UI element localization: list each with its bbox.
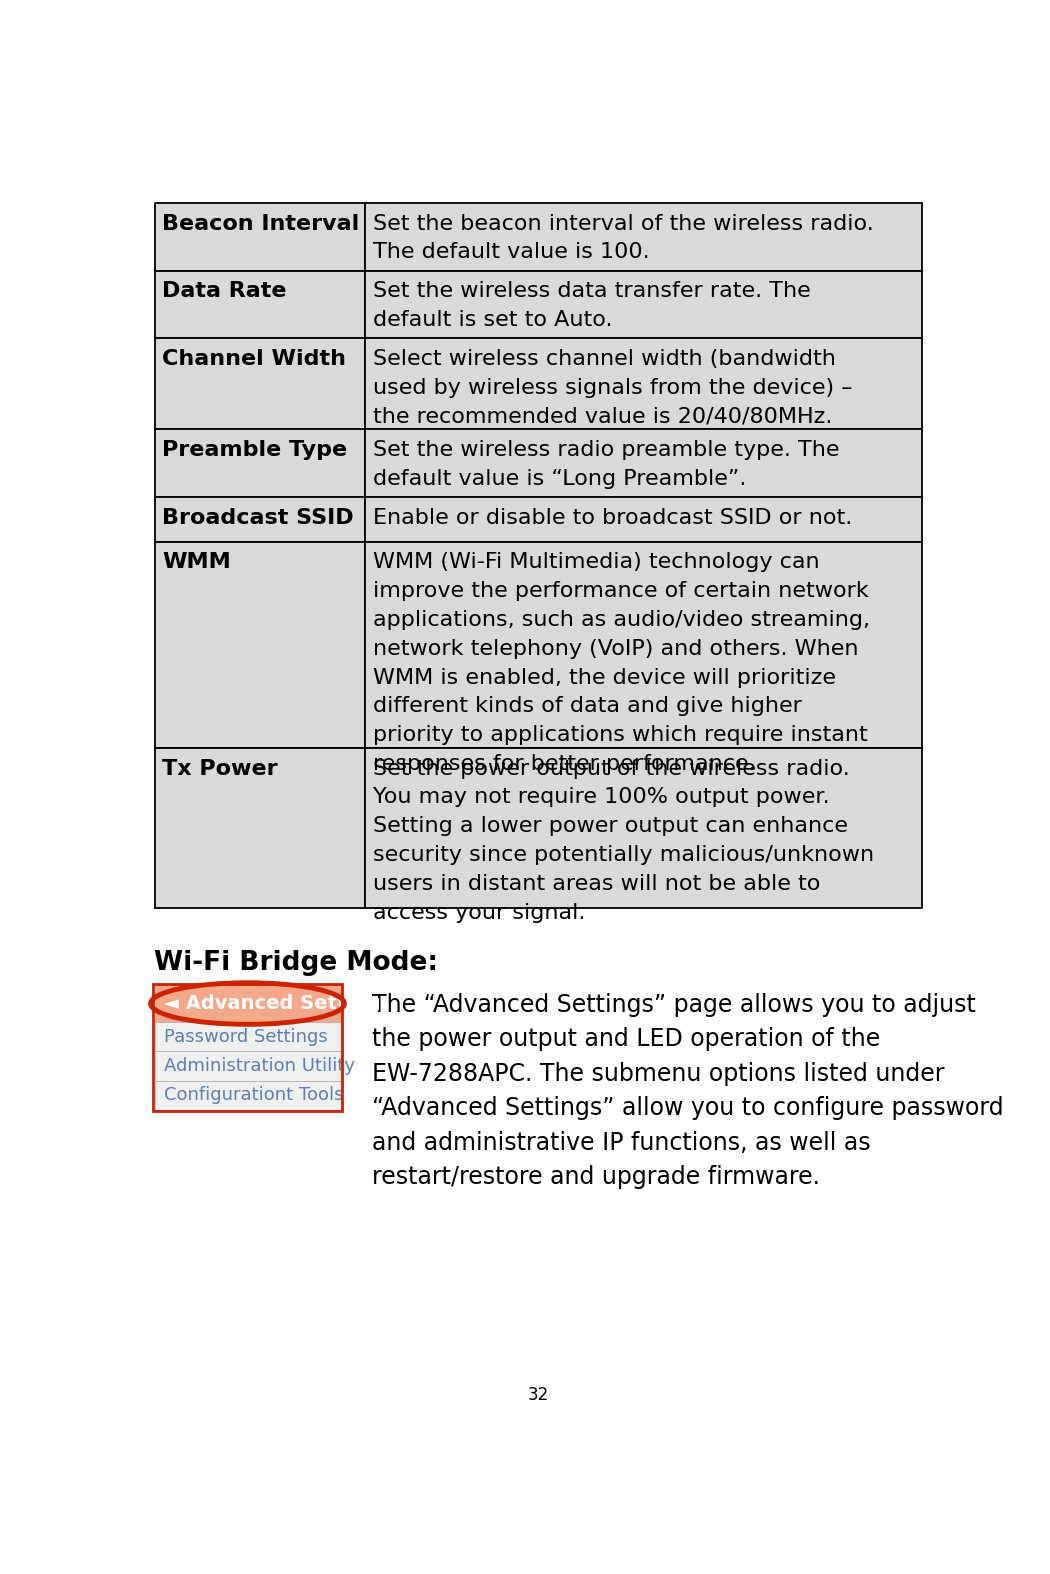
Bar bbox=[154, 497, 365, 541]
Bar bbox=[154, 1022, 340, 1051]
Bar bbox=[365, 748, 922, 908]
Bar bbox=[154, 203, 365, 271]
Bar bbox=[365, 541, 922, 748]
Text: Broadcast SSID: Broadcast SSID bbox=[163, 508, 354, 527]
Bar bbox=[154, 1051, 340, 1080]
Bar bbox=[154, 985, 340, 1022]
Text: Beacon Interval: Beacon Interval bbox=[163, 214, 359, 233]
Text: Configurationt Tools: Configurationt Tools bbox=[164, 1086, 343, 1105]
Text: Set the beacon interval of the wireless radio.
The default value is 100.: Set the beacon interval of the wireless … bbox=[373, 214, 874, 263]
Bar bbox=[154, 748, 365, 908]
Text: The “Advanced Settings” page allows you to adjust
the power output and LED opera: The “Advanced Settings” page allows you … bbox=[372, 993, 1003, 1188]
Text: Wi-Fi Bridge Mode:: Wi-Fi Bridge Mode: bbox=[154, 951, 439, 976]
Bar bbox=[154, 338, 365, 430]
Text: 32: 32 bbox=[527, 1387, 549, 1404]
Text: Tx Power: Tx Power bbox=[163, 759, 278, 779]
Text: Administration Utility: Administration Utility bbox=[164, 1056, 355, 1075]
Text: Enable or disable to broadcast SSID or not.: Enable or disable to broadcast SSID or n… bbox=[373, 508, 853, 527]
Text: Preamble Type: Preamble Type bbox=[163, 439, 348, 460]
Text: Set the power output of the wireless radio.
You may not require 100% output powe: Set the power output of the wireless rad… bbox=[373, 759, 875, 922]
Text: WMM (Wi-Fi Multimedia) technology can
improve the performance of certain network: WMM (Wi-Fi Multimedia) technology can im… bbox=[373, 552, 870, 774]
Bar bbox=[154, 271, 365, 338]
Bar bbox=[153, 984, 342, 1111]
Bar bbox=[154, 430, 365, 497]
Bar bbox=[365, 203, 922, 271]
Bar bbox=[365, 338, 922, 430]
Text: Channel Width: Channel Width bbox=[163, 349, 346, 368]
Text: Set the wireless data transfer rate. The
default is set to Auto.: Set the wireless data transfer rate. The… bbox=[373, 282, 811, 331]
Bar bbox=[365, 271, 922, 338]
Text: Select wireless channel width (bandwidth
used by wireless signals from the devic: Select wireless channel width (bandwidth… bbox=[373, 349, 853, 427]
Text: WMM: WMM bbox=[163, 552, 231, 573]
Text: Data Rate: Data Rate bbox=[163, 282, 287, 301]
Bar bbox=[154, 1080, 340, 1110]
Text: Set the wireless radio preamble type. The
default value is “Long Preamble”.: Set the wireless radio preamble type. Th… bbox=[373, 439, 840, 488]
Bar bbox=[365, 497, 922, 541]
Text: Password Settings: Password Settings bbox=[164, 1028, 328, 1045]
Text: ◄ Advanced Setting: ◄ Advanced Setting bbox=[164, 995, 380, 1014]
Bar bbox=[365, 430, 922, 497]
Bar bbox=[154, 541, 365, 748]
